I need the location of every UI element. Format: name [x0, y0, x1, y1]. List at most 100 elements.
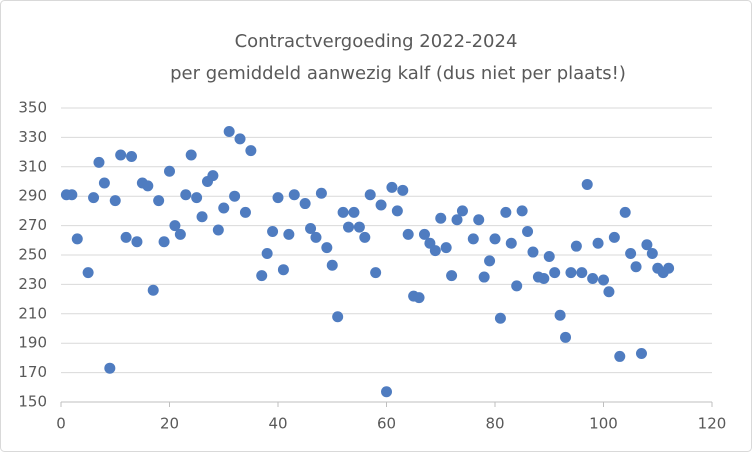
point: [261, 248, 273, 260]
y-tick-label: 330: [18, 128, 47, 146]
point: [603, 286, 615, 298]
point: [174, 228, 186, 240]
point: [560, 331, 572, 343]
point: [71, 233, 83, 245]
y-tick-label: 150: [18, 393, 47, 411]
point: [212, 224, 224, 236]
point: [451, 214, 463, 226]
point: [381, 386, 392, 398]
x-tick-label: 20: [160, 415, 179, 433]
point: [120, 231, 132, 243]
point: [169, 220, 181, 232]
x-tick-label: 60: [377, 415, 396, 433]
point: [522, 225, 534, 237]
point: [305, 223, 317, 235]
point: [223, 126, 235, 138]
point: [641, 239, 653, 251]
point: [554, 309, 566, 321]
point: [505, 237, 517, 249]
point: [283, 228, 295, 240]
point: [473, 214, 485, 226]
point: [185, 149, 197, 161]
point: [239, 206, 251, 218]
y-tick-label: 250: [18, 246, 47, 264]
point: [418, 228, 430, 240]
point: [299, 198, 311, 210]
point: [489, 233, 501, 245]
point: [153, 195, 165, 207]
point: [359, 231, 371, 243]
point: [218, 202, 230, 214]
point: [511, 280, 523, 292]
point: [397, 184, 409, 196]
chart-title: Contractvergoeding 2022-2024: [235, 31, 518, 52]
point: [191, 192, 203, 204]
point: [277, 264, 289, 276]
x-tick-label: 0: [56, 415, 66, 433]
point: [234, 133, 246, 145]
point: [625, 248, 637, 260]
point: [570, 240, 582, 252]
point: [229, 190, 241, 202]
point: [321, 242, 333, 254]
point: [109, 195, 121, 207]
x-tick-label: 40: [268, 415, 287, 433]
point: [370, 267, 382, 279]
point: [646, 248, 658, 260]
point: [598, 274, 609, 286]
point: [592, 237, 604, 249]
y-tick-label: 270: [18, 216, 47, 234]
y-tick-label: 230: [18, 275, 47, 293]
point: [608, 231, 620, 243]
point: [440, 242, 452, 254]
point: [348, 206, 360, 218]
y-tick-label: 310: [18, 157, 47, 175]
point: [310, 231, 322, 243]
point: [66, 189, 78, 201]
point: [630, 261, 642, 273]
point: [256, 270, 268, 282]
x-tick-label: 80: [485, 415, 504, 433]
point: [98, 177, 110, 189]
point: [126, 151, 138, 163]
point: [104, 362, 116, 374]
point: [386, 181, 398, 193]
y-tick-label: 190: [18, 334, 47, 352]
point: [456, 205, 468, 217]
point: [93, 156, 105, 168]
point: [115, 149, 127, 161]
point: [343, 221, 355, 233]
point: [494, 312, 506, 324]
point: [549, 267, 561, 279]
point: [581, 178, 593, 190]
y-tick-label: 170: [18, 363, 47, 381]
point: [663, 262, 675, 274]
point: [484, 255, 496, 267]
point: [614, 350, 626, 362]
point: [391, 205, 403, 217]
chart-subtitle: per gemiddeld aanwezig kalf (dus niet pe…: [170, 63, 626, 84]
point: [467, 233, 479, 245]
point: [267, 225, 279, 237]
point: [576, 267, 588, 279]
point: [326, 259, 338, 271]
point: [375, 199, 387, 211]
point: [158, 236, 170, 248]
point: [527, 246, 539, 258]
point: [587, 273, 599, 285]
point: [82, 267, 94, 279]
x-tick-label: 100: [589, 415, 618, 433]
y-tick-label: 350: [18, 99, 47, 117]
point: [565, 267, 577, 279]
point: [131, 236, 143, 248]
point: [635, 347, 647, 359]
point: [619, 206, 631, 218]
point: [332, 311, 344, 323]
point: [446, 270, 458, 282]
point: [402, 228, 414, 240]
point: [337, 206, 349, 218]
point: [88, 192, 100, 204]
point: [538, 273, 550, 285]
